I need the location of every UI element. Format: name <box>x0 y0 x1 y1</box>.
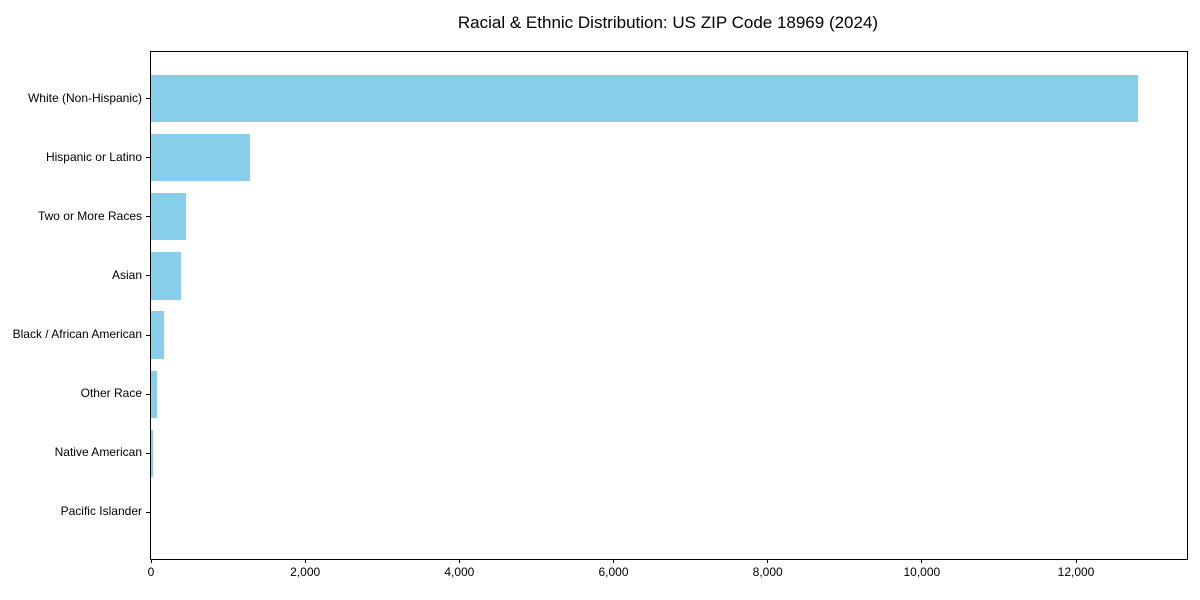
y-tick-mark <box>146 511 150 513</box>
bar <box>151 193 186 241</box>
x-axis-tick-label: 4,000 <box>444 565 475 579</box>
x-tick-mark <box>767 559 769 563</box>
x-axis-tick-label: 10,000 <box>903 565 941 579</box>
y-axis-label: Asian <box>111 267 142 282</box>
x-axis-tick-label: 8,000 <box>752 565 783 579</box>
y-axis-label: Black / African American <box>12 327 142 342</box>
y-tick-mark <box>146 216 150 218</box>
x-tick-mark <box>458 559 460 563</box>
bar <box>151 75 1138 123</box>
y-axis-label: Other Race <box>80 386 142 401</box>
y-tick-mark <box>146 452 150 454</box>
y-tick-mark <box>146 334 150 336</box>
y-axis: White (Non-Hispanic) Hispanic or Latino Tw… <box>0 51 142 558</box>
x-tick-mark <box>1075 559 1077 563</box>
chart-title: Racial & Ethnic Distribution: US ZIP Cod… <box>457 13 879 32</box>
plot-area: 0 2,000 4,000 6,000 8,000 10,000 12,000 <box>146 51 1188 579</box>
y-tick-mark <box>146 157 150 159</box>
x-tick-mark <box>150 559 152 563</box>
x-tick-mark <box>613 559 614 563</box>
y-axis-label: Hispanic or Latino <box>45 149 142 164</box>
y-axis-label: Pacific Islander <box>60 504 142 519</box>
x-axis-tick-label: 12,000 <box>1057 565 1095 579</box>
x-axis-tick-label: 6,000 <box>598 565 629 579</box>
y-tick-mark <box>146 275 150 277</box>
y-tick-mark <box>146 98 150 100</box>
bar <box>151 252 182 300</box>
bar <box>151 429 154 477</box>
y-axis-label: Native American <box>54 445 142 460</box>
y-axis-label: White (Non-Hispanic) <box>27 90 142 105</box>
bar <box>151 370 157 418</box>
x-axis-tick-label: 2,000 <box>290 565 321 579</box>
y-tick-mark <box>146 393 150 395</box>
x-tick-mark <box>304 559 306 563</box>
bar <box>151 134 251 182</box>
x-tick-mark <box>921 559 923 563</box>
y-axis-label: Two or More Races <box>37 208 142 223</box>
x-axis-tick-label: 0 <box>147 565 155 579</box>
bar <box>151 311 165 359</box>
